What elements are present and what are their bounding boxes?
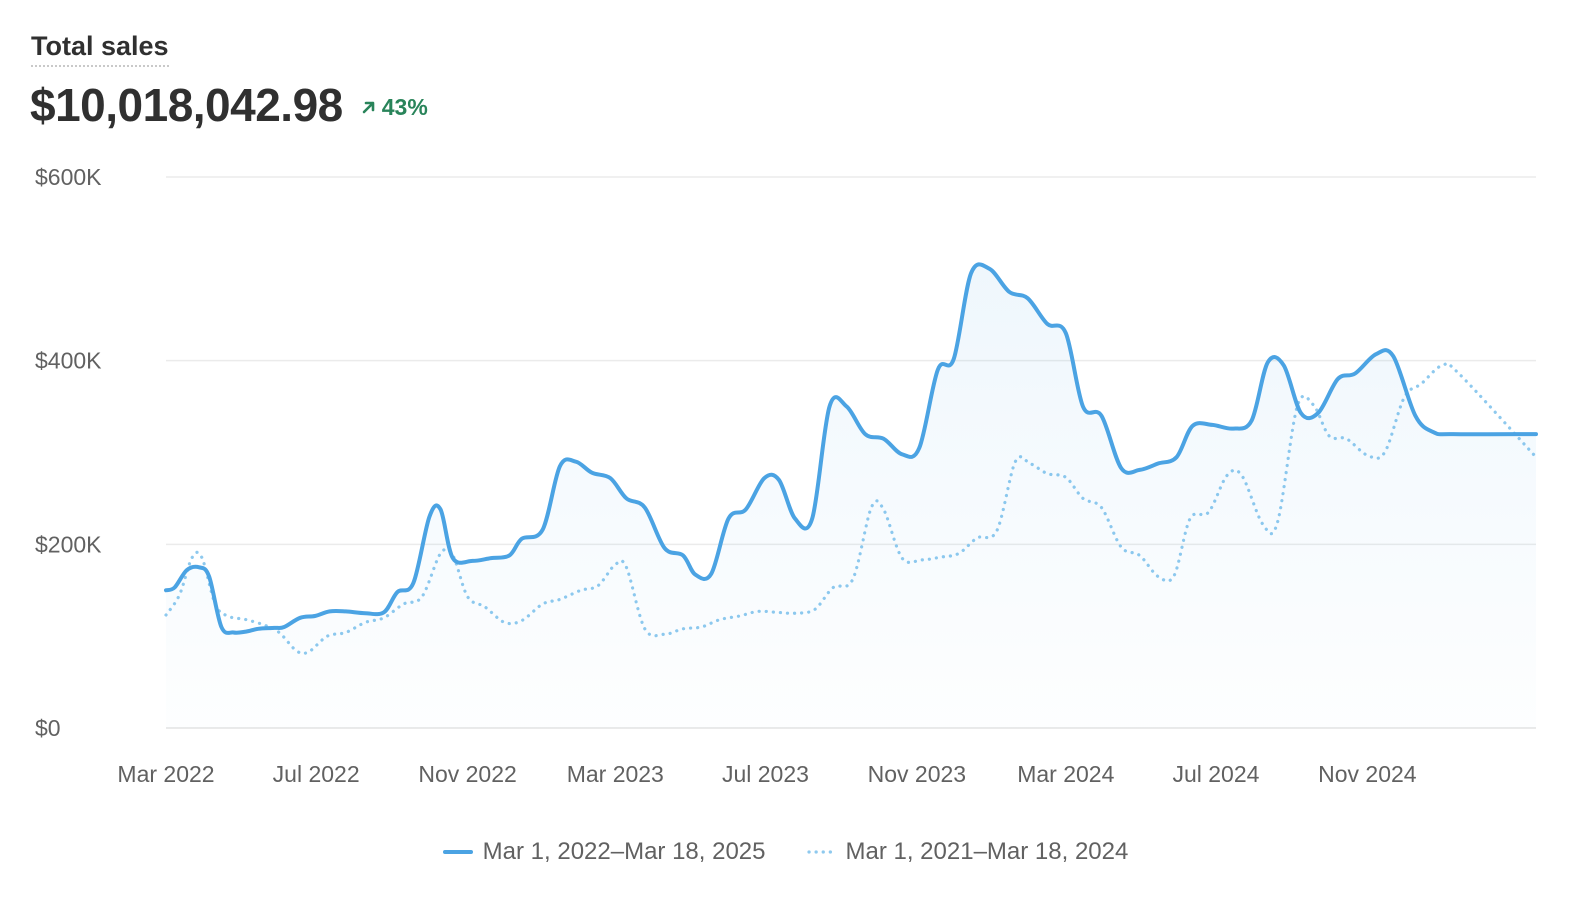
legend-item-previous[interactable]: Mar 1, 2021–Mar 18, 2024 xyxy=(806,838,1129,866)
y-tick-label-0: $0 xyxy=(35,715,61,741)
series-line-0 xyxy=(164,262,1538,635)
total-row: $10,018,042.98 43% xyxy=(30,78,428,132)
y-tick-label-1: $200K xyxy=(35,531,102,557)
arrow-up-right-icon xyxy=(362,101,375,113)
x-tick-label-8: Nov 2024 xyxy=(1318,761,1417,787)
legend-label-current: Mar 1, 2022–Mar 18, 2025 xyxy=(482,838,766,865)
series-area-0 xyxy=(166,264,1536,728)
change-badge: 43% xyxy=(361,94,428,121)
change-percent: 43% xyxy=(381,93,428,120)
x-tick-label-4: Jul 2023 xyxy=(722,761,809,787)
x-tick-label-3: Mar 2023 xyxy=(567,761,664,787)
x-tick-label-1: Jul 2022 xyxy=(273,761,360,787)
chart-legend: Mar 1, 2022–Mar 18, 2025 Mar 1, 2021–Mar… xyxy=(0,838,1571,866)
y-tick-label-3: $600K xyxy=(35,164,102,190)
card-title[interactable]: Total sales xyxy=(31,30,169,67)
total-sales-value: $10,018,042.98 xyxy=(30,79,343,131)
x-tick-label-5: Nov 2023 xyxy=(868,761,966,787)
legend-item-current[interactable]: Mar 1, 2022–Mar 18, 2025 xyxy=(442,838,766,866)
dotted-line-icon xyxy=(806,850,836,854)
solid-line-icon xyxy=(442,850,473,854)
x-tick-label-2: Nov 2022 xyxy=(418,761,516,787)
sales-line-chart[interactable]: $0 $200K $400K $600K Mar 2022 Jul 2022 Nov 202… xyxy=(0,0,1571,800)
y-tick-label-2: $400K xyxy=(35,348,102,374)
x-tick-label-6: Mar 2024 xyxy=(1017,761,1114,787)
x-tick-label-0: Mar 2022 xyxy=(117,761,214,787)
x-tick-label-7: Jul 2024 xyxy=(1172,761,1259,787)
legend-label-previous: Mar 1, 2021–Mar 18, 2024 xyxy=(845,838,1129,865)
